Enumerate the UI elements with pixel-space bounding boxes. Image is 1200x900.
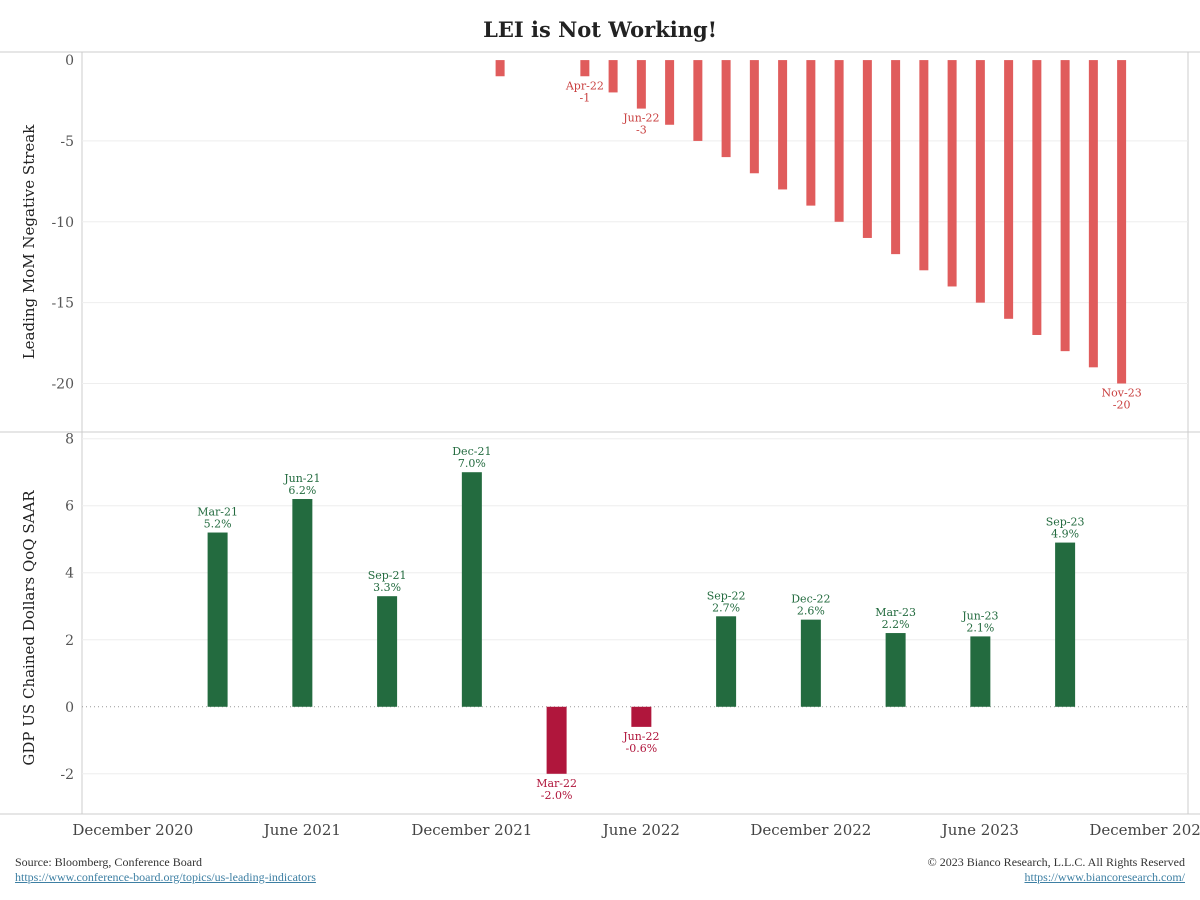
- gdp-bar: [970, 636, 991, 707]
- lei-gdp-chart: LEI is Not Working! Apr-22-1Jun-22-3Nov-…: [0, 17, 1200, 839]
- gdp-bar-value-label: 5.2%: [204, 518, 232, 531]
- gdp-bar-value-label: 7.0%: [458, 457, 486, 470]
- lei-annotation-date: Jun-22: [622, 112, 659, 125]
- lei-bar: [1004, 60, 1014, 319]
- gdp-y-axis-label: GDP US Chained Dollars QoQ SAAR: [20, 490, 38, 766]
- copyright-text: © 2023 Bianco Research, L.L.C. All Right…: [927, 855, 1185, 869]
- lei-bar: [1060, 60, 1070, 352]
- lei-bar: [1088, 60, 1098, 368]
- gdp-bar: [885, 633, 906, 707]
- footer-left: Source: Bloomberg, Conference Board http…: [15, 855, 316, 885]
- gdp-bar-value-label: 2.2%: [882, 618, 910, 631]
- gdp-bar-value-label: 2.6%: [797, 605, 825, 618]
- lei-bar: [919, 60, 929, 271]
- gdp-y-tick-label: 6: [65, 499, 74, 515]
- gdp-bar-date-label: Sep-23: [1046, 516, 1085, 529]
- lei-bar: [608, 60, 618, 93]
- lei-bar: [665, 60, 675, 125]
- gdp-y-tick-label: -2: [60, 767, 74, 783]
- lei-annotation-date: Nov-23: [1102, 386, 1142, 399]
- x-tick-label: December 2022: [750, 821, 871, 839]
- gdp-bar: [800, 619, 821, 707]
- x-tick-label: December 2023: [1089, 821, 1200, 839]
- x-tick-label: December 2021: [411, 821, 532, 839]
- x-tick-label: June 2022: [601, 821, 680, 839]
- gdp-bar-date-label: Jun-23: [961, 609, 998, 622]
- lei-bar: [947, 60, 957, 287]
- gdp-bar: [377, 596, 398, 707]
- x-tick-label: June 2021: [262, 821, 341, 839]
- lei-y-axis-label: Leading MoM Negative Streak: [20, 124, 38, 360]
- gdp-bar-date-label: Dec-21: [452, 445, 491, 458]
- lei-annotation-value: -20: [1113, 398, 1131, 411]
- lei-bar: [862, 60, 872, 238]
- footer-right: © 2023 Bianco Research, L.L.C. All Right…: [928, 855, 1185, 885]
- source-text: Source: Bloomberg, Conference Board: [15, 855, 203, 869]
- gdp-bar-value-label: 2.1%: [966, 621, 994, 634]
- lei-bar: [1117, 60, 1127, 384]
- gdp-bar: [461, 472, 482, 707]
- gdp-bar-value-label: 2.7%: [712, 601, 740, 614]
- gdp-bar: [546, 706, 567, 774]
- lei-bar: [975, 60, 985, 303]
- lei-annotation-date: Apr-22: [565, 79, 604, 92]
- lei-y-tick-label: -10: [51, 215, 74, 231]
- gdp-bar-date-label: Dec-22: [791, 593, 830, 606]
- gdp-bar-date-label: Sep-21: [368, 569, 407, 582]
- gdp-bar: [631, 706, 652, 727]
- lei-bar: [721, 60, 731, 158]
- lei-y-tick-label: -20: [51, 376, 74, 392]
- lei-bar: [749, 60, 759, 174]
- gdp-bar-value-label: 6.2%: [288, 484, 316, 497]
- lei-bar: [693, 60, 703, 141]
- gdp-bar-value-label: 4.9%: [1051, 528, 1079, 541]
- lei-bar: [806, 60, 816, 206]
- gdp-bar-date-label: Mar-22: [536, 777, 577, 790]
- gdp-bar: [207, 532, 228, 707]
- lei-y-tick-label: -15: [51, 296, 74, 312]
- gdp-bar-value-label: -2.0%: [541, 789, 573, 802]
- lei-bar: [495, 60, 505, 77]
- gdp-bar-date-label: Jun-21: [283, 472, 320, 485]
- gdp-bar: [716, 616, 737, 707]
- gdp-y-tick-label: 2: [65, 633, 74, 649]
- x-tick-label: December 2020: [72, 821, 193, 839]
- lei-y-tick-label: -5: [60, 134, 74, 150]
- lei-annotation-value: -1: [579, 91, 590, 104]
- gdp-y-tick-label: 4: [65, 566, 74, 582]
- lei-bar: [1032, 60, 1042, 335]
- lei-bar: [636, 60, 646, 109]
- gdp-bar-value-label: -0.6%: [626, 742, 658, 755]
- gdp-bar-date-label: Mar-23: [875, 606, 916, 619]
- gdp-bar-value-label: 3.3%: [373, 581, 401, 594]
- gdp-bar-date-label: Sep-22: [707, 589, 746, 602]
- gdp-y-tick-label: 8: [65, 432, 74, 448]
- lei-bar: [778, 60, 788, 190]
- lei-bar: [891, 60, 901, 255]
- lei-y-tick-label: 0: [65, 53, 74, 69]
- gdp-y-tick-label: 0: [65, 700, 74, 716]
- lei-annotation-value: -3: [636, 124, 647, 137]
- gdp-bar: [292, 499, 313, 707]
- lei-bar: [834, 60, 844, 222]
- gdp-bar-date-label: Jun-22: [622, 730, 659, 743]
- lei-bar: [580, 60, 590, 77]
- gdp-bar-date-label: Mar-21: [197, 506, 238, 519]
- chart-title: LEI is Not Working!: [483, 17, 717, 42]
- site-link[interactable]: https://www.biancoresearch.com/: [1024, 870, 1185, 884]
- gdp-bar: [1055, 542, 1076, 707]
- x-tick-label: June 2023: [940, 821, 1019, 839]
- source-link[interactable]: https://www.conference-board.org/topics/…: [15, 870, 316, 884]
